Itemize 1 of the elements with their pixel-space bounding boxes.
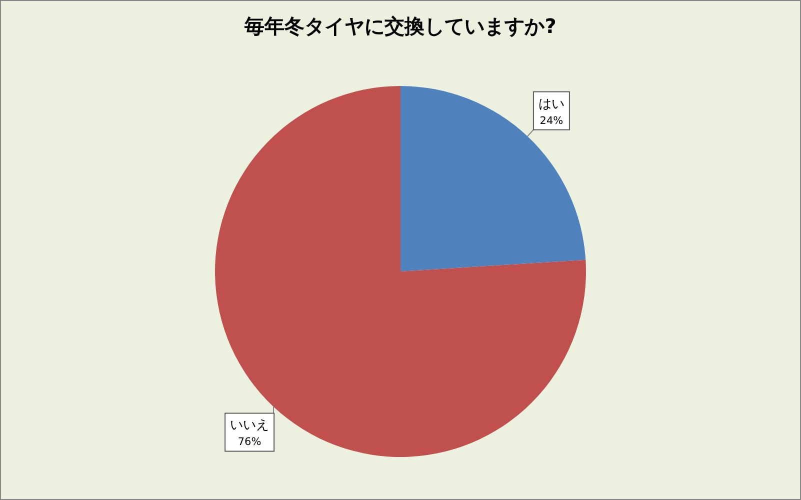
title: 毎年冬タイヤに交換していますか? [244,14,556,38]
